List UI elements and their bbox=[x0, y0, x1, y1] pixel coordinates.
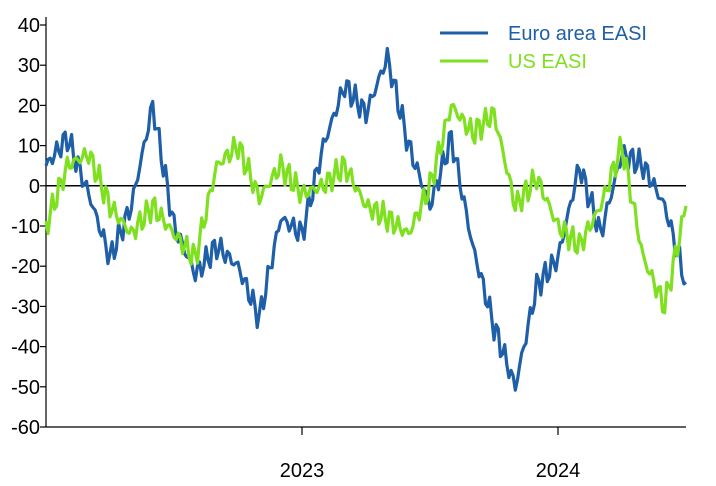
x-axis-tick-labels: 2023 2024 bbox=[280, 460, 581, 482]
y-axis-ticks bbox=[40, 24, 46, 428]
series-line bbox=[44, 46, 687, 392]
y-tick-label: 0 bbox=[29, 176, 40, 198]
y-tick-label: 30 bbox=[18, 55, 40, 77]
y-axis-tick-labels: 40 30 20 10 0 -10 -20 -30 -40 -50 -60 bbox=[11, 15, 40, 439]
x-tick-label: 2024 bbox=[536, 460, 581, 482]
series-lines bbox=[44, 46, 688, 392]
y-tick-label: -60 bbox=[11, 417, 40, 439]
legend-label: Euro area EASI bbox=[508, 23, 647, 45]
x-axis-ticks bbox=[301, 427, 559, 435]
y-tick-label: -40 bbox=[11, 337, 40, 359]
legend-label: US EASI bbox=[508, 51, 587, 73]
series-line bbox=[44, 102, 688, 315]
y-tick-label: 40 bbox=[18, 15, 40, 37]
y-tick-label: -20 bbox=[11, 256, 40, 278]
y-tick-label: 10 bbox=[18, 136, 40, 158]
y-tick-label: -50 bbox=[11, 377, 40, 399]
y-tick-label: -30 bbox=[11, 296, 40, 318]
y-tick-label: 20 bbox=[18, 95, 40, 117]
x-tick-label: 2023 bbox=[280, 460, 325, 482]
legend: Euro area EASI US EASI bbox=[440, 23, 647, 73]
y-tick-label: -10 bbox=[11, 216, 40, 238]
